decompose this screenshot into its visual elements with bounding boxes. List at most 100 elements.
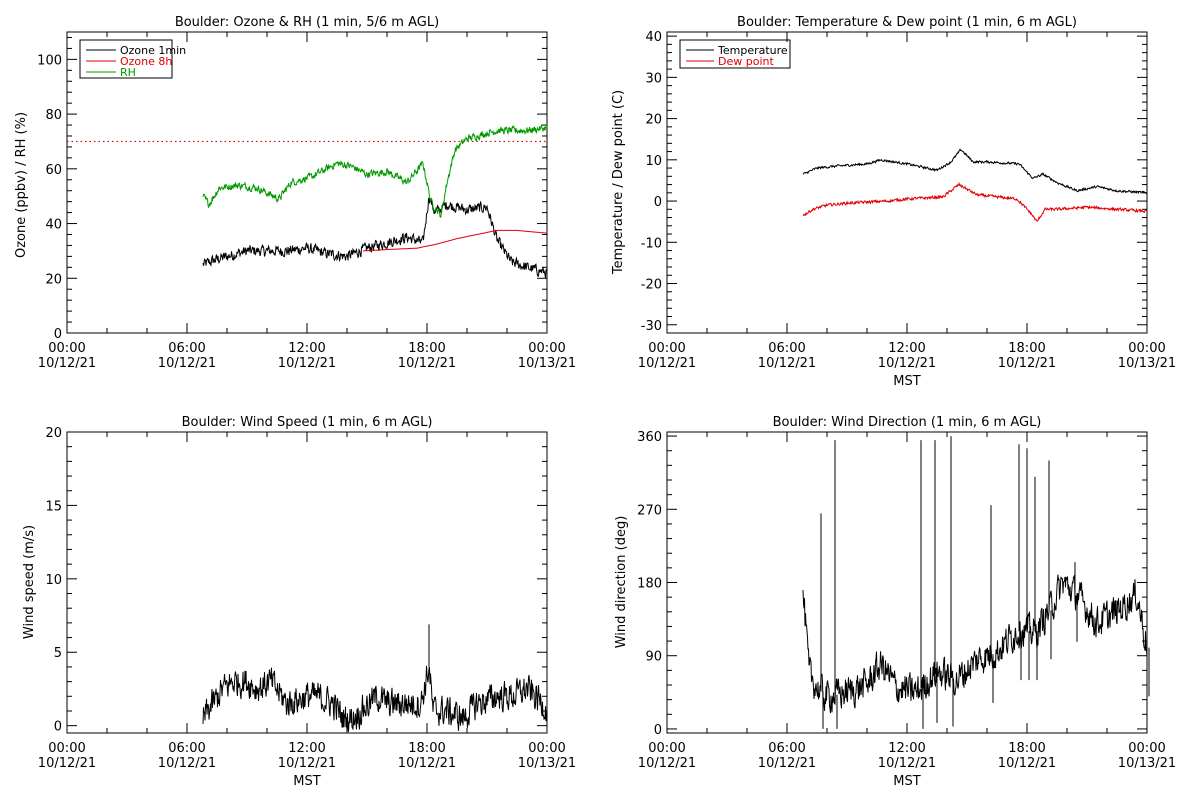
x-tick-label: 00:00 <box>648 741 685 756</box>
x-tick-label: 00:00 <box>528 341 565 356</box>
x-tick-label: 12:00 <box>288 741 325 756</box>
legend-label-ozone-8h: Ozone 8h <box>120 55 172 68</box>
y-tick-label: 0 <box>54 327 62 342</box>
y-tick-label: -30 <box>641 319 662 334</box>
x-tick-label: 00:00 <box>1128 341 1165 356</box>
x-tick-label: 10/12/21 <box>158 756 216 771</box>
y-tick-label: 30 <box>645 71 662 86</box>
y-tick-label: 80 <box>45 108 62 123</box>
y-tick-label: 40 <box>45 218 62 233</box>
x-tick-label: 18:00 <box>1008 341 1045 356</box>
legend-label-rh: RH <box>120 66 136 79</box>
y-tick-label: 40 <box>645 30 662 45</box>
y-tick-label: 15 <box>45 499 62 514</box>
legend-label-dew-point: Dew point <box>718 55 774 68</box>
series-line <box>202 123 548 218</box>
y-tick-label: 5 <box>54 646 62 661</box>
y-tick-label: 20 <box>45 426 62 441</box>
x-tick-label: 10/12/21 <box>398 756 456 771</box>
y-axis-label: Wind direction (deg) <box>614 516 629 649</box>
plot-area: 00:0010/12/2106:0010/12/2112:0010/12/211… <box>38 426 576 771</box>
x-tick-label: 00:00 <box>48 741 85 756</box>
y-tick-label: 20 <box>645 113 662 128</box>
x-tick-label: 10/12/21 <box>278 756 336 771</box>
series-line <box>202 197 548 279</box>
legend: Temperature Dew point <box>679 39 791 69</box>
plot-layer: 00:0010/12/2106:0010/12/2112:0010/12/211… <box>37 30 1176 771</box>
x-tick-label: 06:00 <box>768 741 805 756</box>
x-axis-label: MST <box>293 774 320 789</box>
y-axis-label: Ozone (ppbv) / RH (%) <box>14 112 29 258</box>
legend: Ozone 1min Ozone 8h RH <box>79 39 186 79</box>
x-tick-label: 10/13/21 <box>518 356 576 371</box>
series-line <box>202 665 548 732</box>
x-tick-label: 12:00 <box>888 741 925 756</box>
x-tick-label: 10/12/21 <box>638 756 696 771</box>
x-tick-label: 18:00 <box>408 741 445 756</box>
series-line <box>802 574 1148 714</box>
ozone-rh-panel: Boulder: Ozone & RH (1 min, 5/6 m AGL) O… <box>14 15 439 258</box>
y-axis-label: Temperature / Dew point (C) <box>611 90 626 275</box>
x-axis-label: MST <box>893 374 920 389</box>
y-axis-label: Wind speed (m/s) <box>22 525 37 639</box>
x-tick-label: 10/12/21 <box>158 356 216 371</box>
legend-box <box>679 39 791 69</box>
x-tick-label: 18:00 <box>408 341 445 356</box>
x-tick-label: 12:00 <box>288 341 325 356</box>
series-line <box>363 229 547 252</box>
y-tick-label: 90 <box>645 650 662 665</box>
y-tick-label: 100 <box>37 53 62 68</box>
y-tick-label: 0 <box>654 723 662 738</box>
x-tick-label: 10/12/21 <box>998 356 1056 371</box>
x-tick-label: 10/12/21 <box>38 756 96 771</box>
y-tick-label: 0 <box>54 720 62 735</box>
x-tick-label: 10/12/21 <box>398 356 456 371</box>
y-tick-label: 10 <box>645 154 662 169</box>
x-tick-label: 10/12/21 <box>38 356 96 371</box>
temperature-dewpoint-panel: Boulder: Temperature & Dew point (1 min,… <box>611 15 1077 389</box>
x-tick-label: 10/12/21 <box>758 356 816 371</box>
legend-label-ozone-1min: Ozone 1min <box>120 44 186 57</box>
y-tick-label: 20 <box>45 272 62 287</box>
x-tick-label: 10/12/21 <box>638 356 696 371</box>
y-tick-label: 360 <box>637 430 662 445</box>
x-tick-label: 10/12/21 <box>278 356 336 371</box>
wind-direction-panel: Boulder: Wind Direction (1 min, 6 m AGL)… <box>614 415 1041 789</box>
x-tick-label: 06:00 <box>168 741 205 756</box>
x-tick-label: 10/12/21 <box>998 756 1056 771</box>
plot-area: 00:0010/12/2106:0010/12/2112:0010/12/211… <box>637 430 1176 771</box>
x-tick-label: 00:00 <box>528 741 565 756</box>
x-tick-label: 06:00 <box>168 341 205 356</box>
x-tick-label: 10/12/21 <box>878 356 936 371</box>
y-tick-label: 0 <box>654 195 662 210</box>
x-tick-label: 00:00 <box>48 341 85 356</box>
x-tick-label: 00:00 <box>648 341 685 356</box>
y-tick-label: 180 <box>637 577 662 592</box>
y-tick-label: -20 <box>641 278 662 293</box>
x-tick-label: 06:00 <box>768 341 805 356</box>
x-tick-label: 18:00 <box>1008 741 1045 756</box>
x-tick-label: 10/13/21 <box>1118 356 1176 371</box>
y-tick-label: 270 <box>637 503 662 518</box>
x-tick-label: 10/13/21 <box>1118 756 1176 771</box>
y-tick-label: 10 <box>45 573 62 588</box>
x-tick-label: 10/12/21 <box>758 756 816 771</box>
y-tick-label: 60 <box>45 163 62 178</box>
y-tick-label: -10 <box>641 236 662 251</box>
series-line <box>802 181 1148 222</box>
wind-speed-panel: Boulder: Wind Speed (1 min, 6 m AGL) Win… <box>22 415 432 789</box>
x-tick-label: 12:00 <box>888 341 925 356</box>
chart-title: Boulder: Ozone & RH (1 min, 5/6 m AGL) <box>175 15 439 30</box>
x-axis-label: MST <box>893 774 920 789</box>
chart-title: Boulder: Wind Direction (1 min, 6 m AGL) <box>773 415 1042 430</box>
chart-title: Boulder: Wind Speed (1 min, 6 m AGL) <box>182 415 433 430</box>
plot-area: 00:0010/12/2106:0010/12/2112:0010/12/211… <box>37 31 576 371</box>
x-tick-label: 10/13/21 <box>518 756 576 771</box>
series-line <box>802 148 1148 195</box>
chart-title: Boulder: Temperature & Dew point (1 min,… <box>737 15 1077 30</box>
plot-area: 00:0010/12/2106:0010/12/2112:0010/12/211… <box>638 30 1176 371</box>
legend-label-temperature: Temperature <box>717 44 788 57</box>
x-tick-label: 00:00 <box>1128 741 1165 756</box>
